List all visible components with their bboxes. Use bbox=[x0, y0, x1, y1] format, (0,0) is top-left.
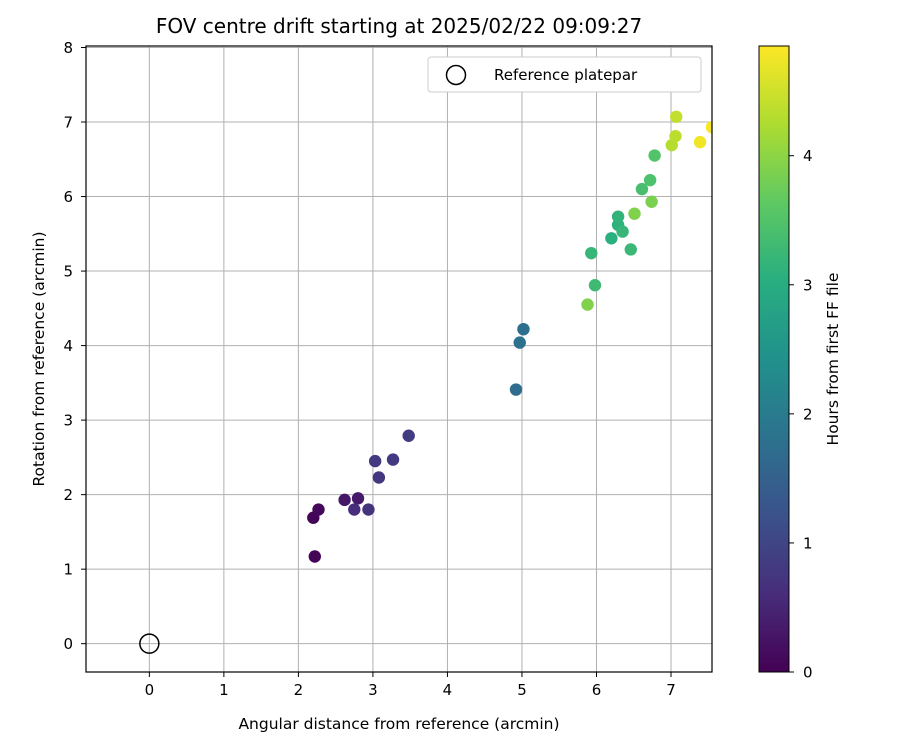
scatter-point bbox=[648, 149, 661, 162]
x-tick-label: 3 bbox=[368, 681, 378, 699]
scatter-point bbox=[705, 121, 712, 134]
scatter-point bbox=[308, 550, 321, 563]
scatter-point bbox=[635, 182, 649, 196]
scatter-point bbox=[312, 503, 325, 516]
scatter-point bbox=[517, 322, 530, 336]
scatter-point bbox=[402, 429, 415, 442]
y-tick-label: 3 bbox=[63, 412, 73, 430]
colorbar-frame bbox=[758, 45, 790, 673]
grid-lines bbox=[86, 46, 712, 672]
legend: Reference platepar bbox=[427, 56, 702, 93]
y-tick-label: 0 bbox=[63, 635, 73, 653]
scatter-point bbox=[581, 298, 594, 311]
scatter-point bbox=[669, 129, 682, 143]
y-axis-ticks: 0 1 2 3 4 5 6 7 8 bbox=[63, 39, 86, 653]
colorbar-tick-label: 4 bbox=[803, 147, 813, 165]
scatter-point bbox=[643, 173, 657, 187]
colorbar-tick-label: 2 bbox=[803, 405, 813, 423]
colorbar-gradient bbox=[759, 46, 789, 672]
scatter-point bbox=[693, 135, 707, 149]
scatter-point bbox=[628, 207, 641, 220]
scatter-point bbox=[611, 210, 625, 223]
y-axis-label: Rotation from reference (arcmin) bbox=[30, 231, 48, 486]
legend-box bbox=[427, 56, 702, 93]
y-tick-label: 2 bbox=[63, 486, 73, 504]
scatter-point bbox=[588, 279, 602, 292]
colorbar: 0 1 2 3 4 Hours from first FF file bbox=[758, 45, 842, 682]
x-tick-label: 1 bbox=[219, 681, 229, 699]
scatter-point bbox=[509, 383, 523, 396]
scatter-point bbox=[386, 453, 400, 466]
scatter-point bbox=[624, 243, 637, 256]
x-tick-label: 7 bbox=[666, 681, 676, 699]
colorbar-tick-label: 3 bbox=[803, 276, 813, 294]
scatter-point bbox=[368, 454, 382, 468]
colorbar-label: Hours from first FF file bbox=[824, 273, 842, 446]
colorbar-ticks: 0 1 2 3 4 bbox=[789, 147, 813, 682]
x-tick-label: 2 bbox=[294, 681, 304, 699]
x-tick-label: 0 bbox=[145, 681, 155, 699]
x-axis-label: Angular distance from reference (arcmin) bbox=[238, 715, 559, 733]
legend-label-reference: Reference platepar bbox=[494, 66, 638, 84]
y-tick-label: 8 bbox=[63, 39, 73, 57]
scatter-point bbox=[348, 503, 361, 516]
y-tick-label: 6 bbox=[63, 188, 73, 206]
scatter-point bbox=[645, 195, 658, 208]
colorbar-tick-label: 1 bbox=[803, 534, 813, 552]
scatter-point bbox=[338, 493, 351, 507]
scatter-point bbox=[362, 503, 375, 516]
x-tick-label: 4 bbox=[443, 681, 453, 699]
y-tick-label: 1 bbox=[63, 561, 73, 579]
scatter-point bbox=[616, 225, 629, 238]
x-axis-ticks: 0 1 2 3 4 5 6 7 bbox=[145, 672, 676, 699]
reference-marker bbox=[139, 633, 160, 654]
y-tick-label: 4 bbox=[63, 337, 73, 355]
x-tick-label: 6 bbox=[592, 681, 602, 699]
colorbar-tick-label: 0 bbox=[803, 664, 813, 682]
x-tick-label: 5 bbox=[517, 681, 527, 699]
data-points bbox=[139, 110, 712, 654]
scatter-point bbox=[605, 232, 618, 245]
scatter-point bbox=[513, 336, 526, 349]
scatter-point bbox=[351, 492, 365, 505]
chart-title: FOV centre drift starting at 2025/02/22 … bbox=[156, 14, 642, 38]
legend-marker-reference bbox=[445, 64, 467, 86]
y-tick-label: 7 bbox=[63, 114, 73, 132]
scatter-point bbox=[372, 471, 386, 484]
scatter-point bbox=[585, 246, 598, 260]
y-tick-label: 5 bbox=[63, 263, 73, 281]
plot-frame bbox=[85, 45, 713, 673]
scatter-point bbox=[670, 110, 683, 123]
